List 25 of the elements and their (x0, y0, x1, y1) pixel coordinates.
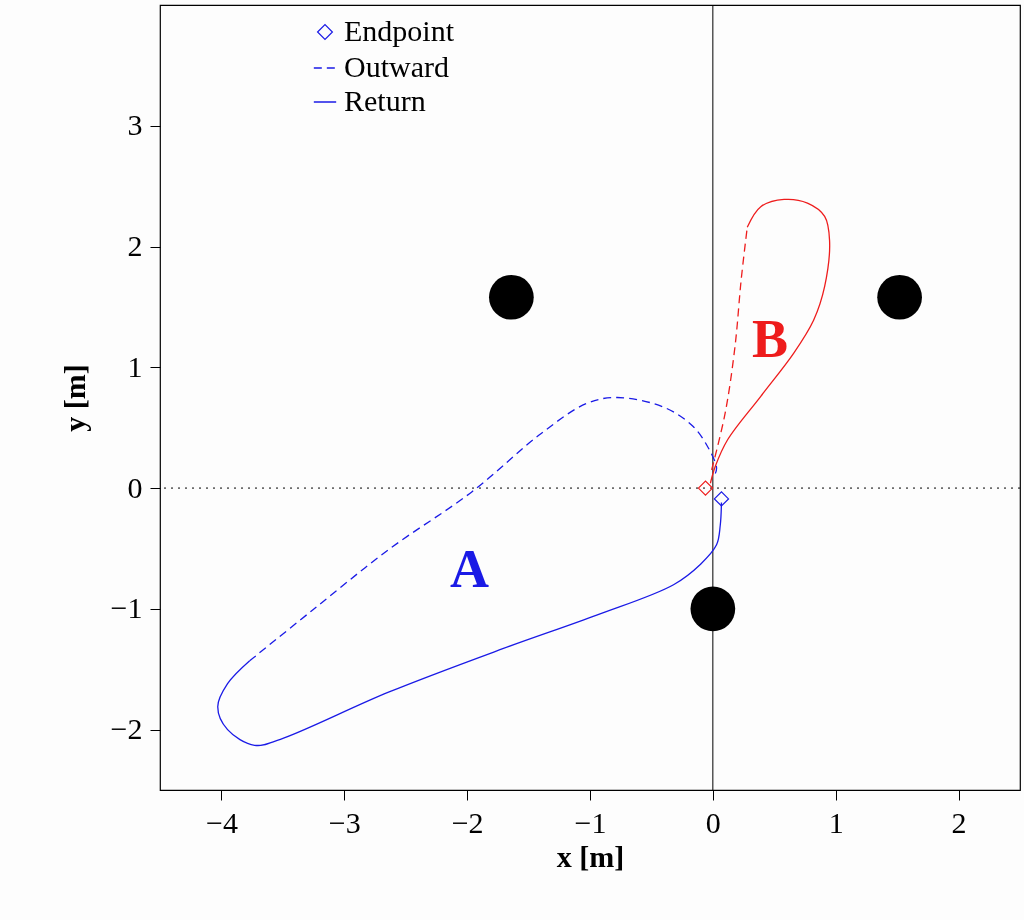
y-tick-label: −1 (110, 591, 143, 625)
annotation: A (450, 539, 490, 600)
point (690, 586, 736, 632)
x-tick-label: −2 (451, 805, 484, 839)
legend-label: Return (344, 84, 426, 117)
x-tick-label: −3 (328, 805, 361, 839)
legend-label: Endpoint (344, 14, 455, 47)
point (697, 480, 714, 496)
x-axis-title: x [m] (556, 839, 625, 873)
y-axis-title: y [m] (57, 364, 91, 432)
x-tick-label: 1 (828, 805, 844, 839)
y-tick-label: 3 (127, 108, 143, 142)
point (877, 274, 922, 320)
x-tick-label: 2 (951, 805, 967, 839)
y-tick-label: 1 (127, 349, 143, 383)
legend-label: Outward (344, 50, 449, 83)
x-tick-label: −4 (205, 805, 238, 839)
y-tick-label: −2 (110, 712, 143, 746)
y-tick-label: 2 (127, 229, 143, 263)
x-tick-label: 0 (705, 805, 721, 839)
y-tick-label: 0 (127, 470, 143, 504)
point (489, 274, 534, 320)
x-tick-label: −1 (574, 805, 607, 839)
annotation: B (751, 309, 788, 370)
point (713, 491, 730, 507)
